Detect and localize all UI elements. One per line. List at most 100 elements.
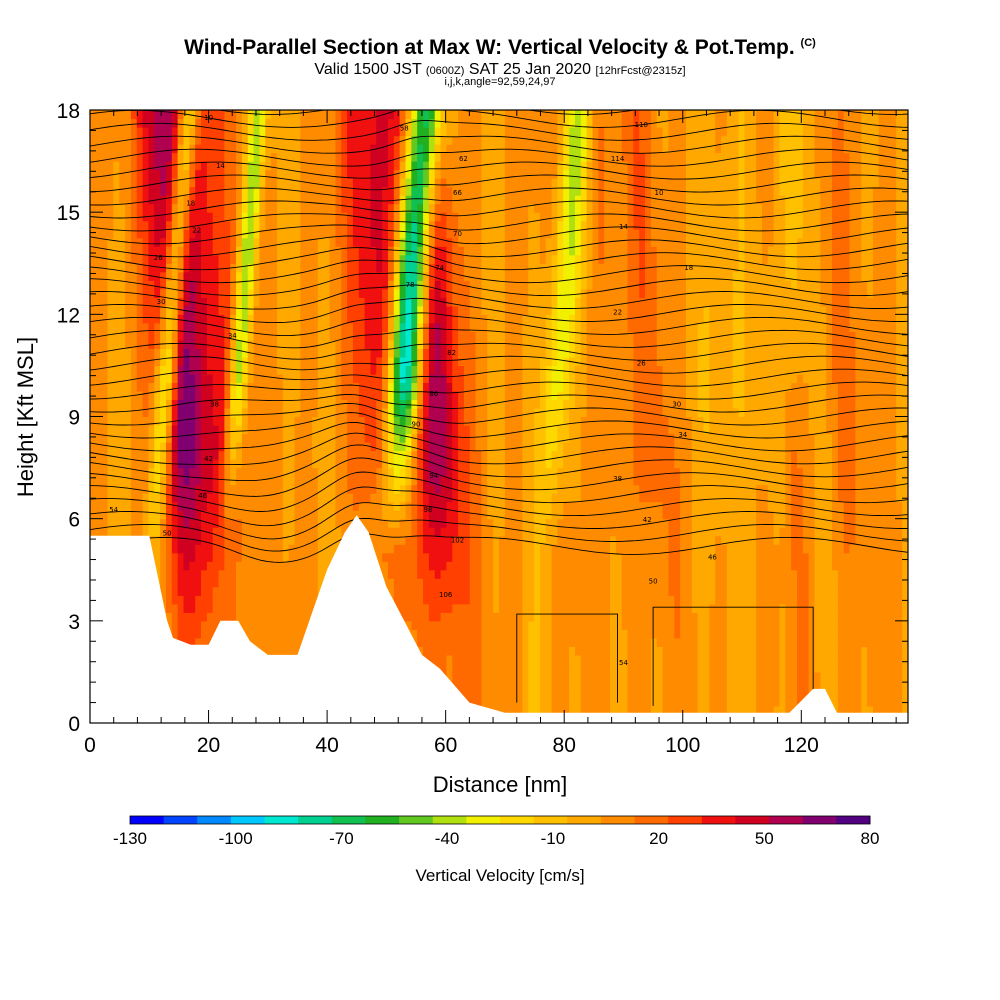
velocity-cell — [428, 169, 436, 179]
velocity-cell — [452, 646, 459, 656]
velocity-cell — [423, 178, 430, 188]
velocity-cell — [469, 212, 477, 222]
velocity-cell — [148, 501, 155, 511]
velocity-cell — [376, 254, 383, 264]
velocity-cell — [171, 620, 179, 630]
velocity-cell — [417, 569, 424, 579]
velocity-cell — [446, 671, 453, 682]
velocity-cell — [107, 356, 114, 367]
velocity-cell — [183, 467, 190, 477]
velocity-cell — [212, 544, 220, 554]
velocity-cell — [101, 229, 109, 239]
velocity-cell — [352, 220, 360, 230]
velocity-cell — [113, 152, 120, 162]
velocity-cell — [382, 280, 389, 290]
velocity-cell — [428, 425, 436, 435]
velocity-cell — [236, 135, 243, 145]
velocity-cell — [171, 254, 179, 264]
velocity-cell — [265, 229, 272, 239]
velocity-cell — [469, 552, 477, 562]
velocity-cell — [300, 280, 307, 290]
velocity-cell — [201, 484, 208, 494]
velocity-cell — [312, 152, 319, 162]
velocity-cell — [101, 169, 109, 179]
velocity-cell — [154, 254, 161, 264]
velocity-cell — [452, 586, 459, 596]
velocity-cell — [306, 110, 313, 120]
velocity-cell — [323, 288, 331, 298]
velocity-cell — [119, 178, 126, 188]
velocity-cell — [306, 425, 313, 435]
velocity-cell — [411, 169, 418, 179]
velocity-cell — [125, 297, 132, 307]
velocity-cell — [458, 595, 465, 605]
velocity-cell — [387, 407, 395, 418]
velocity-cell — [475, 127, 483, 137]
velocity-cell — [294, 518, 301, 528]
velocity-cell — [376, 186, 383, 196]
velocity-cell — [165, 612, 173, 622]
velocity-cell — [218, 373, 225, 384]
velocity-cell — [323, 433, 331, 443]
velocity-cell — [399, 348, 407, 358]
velocity-cell — [171, 535, 179, 545]
velocity-cell — [276, 612, 284, 622]
velocity-cell — [107, 135, 114, 145]
velocity-cell — [341, 127, 348, 137]
velocity-cell — [212, 263, 220, 273]
velocity-cell — [271, 297, 278, 307]
velocity-cell — [177, 246, 185, 256]
velocity-cell — [469, 561, 477, 571]
velocity-cell — [142, 135, 150, 145]
velocity-cell — [212, 382, 220, 392]
velocity-cell — [212, 535, 220, 545]
velocity-cell — [241, 527, 249, 537]
velocity-cell — [253, 603, 261, 613]
velocity-cell — [236, 271, 243, 281]
velocity-cell — [434, 595, 442, 605]
velocity-cell — [323, 544, 331, 554]
velocity-cell — [130, 356, 138, 367]
velocity-cell — [271, 280, 278, 290]
velocity-cell — [247, 612, 255, 622]
velocity-cell — [411, 535, 418, 545]
velocity-cell — [452, 561, 459, 571]
velocity-cell — [417, 203, 424, 213]
velocity-cell — [218, 382, 225, 392]
velocity-cell — [382, 152, 389, 162]
velocity-cell — [183, 637, 190, 647]
velocity-cell — [241, 612, 249, 622]
velocity-cell — [90, 501, 97, 511]
velocity-cell — [405, 195, 412, 205]
velocity-cell — [387, 569, 395, 579]
velocity-cell — [306, 416, 313, 426]
velocity-cell — [212, 297, 220, 307]
velocity-cell — [253, 629, 261, 639]
velocity-cell — [463, 365, 471, 375]
velocity-cell — [475, 603, 483, 613]
velocity-cell — [312, 425, 319, 435]
velocity-cell — [306, 322, 313, 332]
velocity-cell — [417, 110, 424, 120]
velocity-cell — [130, 203, 138, 213]
velocity-cell — [90, 510, 97, 520]
velocity-cell — [434, 646, 442, 656]
velocity-cell — [463, 356, 471, 367]
velocity-cell — [317, 195, 325, 205]
velocity-cell — [335, 365, 342, 375]
velocity-cell — [271, 356, 278, 367]
velocity-cell — [352, 135, 360, 145]
velocity-cell — [271, 399, 278, 409]
velocity-cell — [177, 527, 185, 537]
velocity-cell — [125, 118, 132, 128]
velocity-cell — [387, 135, 395, 145]
velocity-cell — [95, 467, 103, 477]
velocity-cell — [446, 152, 453, 162]
velocity-cell — [247, 152, 255, 162]
velocity-cell — [230, 595, 237, 605]
velocity-cell — [446, 178, 453, 188]
velocity-cell — [218, 510, 225, 520]
velocity-cell — [107, 280, 114, 290]
velocity-cell — [154, 493, 161, 503]
velocity-cell — [440, 535, 448, 545]
